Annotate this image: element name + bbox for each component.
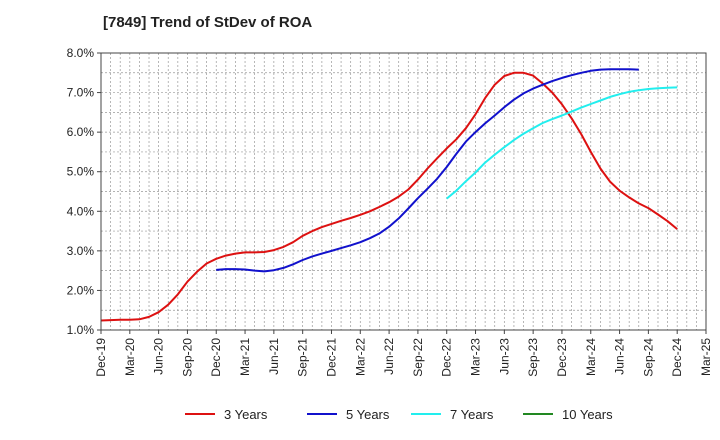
x-tick-label: Mar-24 (584, 338, 598, 376)
series-line-3-years (100, 71, 678, 322)
x-tick-label: Mar-22 (353, 338, 367, 376)
y-tick-label: 2.0% (67, 283, 95, 297)
x-tick-label: Sep-20 (180, 338, 194, 377)
legend-label-3-years: 3 Years (224, 407, 268, 422)
series-line-5-years (216, 68, 639, 273)
x-tick-label: Dec-20 (209, 338, 223, 377)
series-lines (100, 68, 678, 322)
x-tick-label: Dec-21 (324, 338, 338, 377)
x-tick-label: Sep-23 (526, 338, 540, 377)
x-axis-ticks: Dec-19 Mar-20 Jun-20 Sep-20 Dec-20 Mar-21 Jun-… (94, 330, 713, 377)
x-tick-label: Dec-19 (94, 338, 108, 377)
x-tick-label: Sep-24 (641, 338, 655, 377)
legend-label-10-years: 10 Years (562, 407, 613, 422)
x-tick-label: Dec-22 (440, 338, 454, 377)
y-tick-label: 6.0% (67, 125, 95, 139)
x-tick-label: Mar-25 (699, 338, 713, 376)
x-tick-label: Mar-21 (238, 338, 252, 376)
x-tick-label: Mar-20 (123, 338, 137, 376)
x-tick-label: Sep-21 (296, 338, 310, 377)
grid-lines (101, 53, 706, 330)
x-tick-label: Jun-21 (267, 338, 281, 375)
chart-title: [7849] Trend of StDev of ROA (103, 14, 313, 31)
plot-frame (100, 52, 707, 331)
y-tick-label: 4.0% (67, 204, 95, 218)
x-tick-label: Dec-23 (555, 338, 569, 377)
legend-label-7-years: 7 Years (450, 407, 494, 422)
x-tick-label: Mar-23 (469, 338, 483, 376)
x-tick-label: Jun-20 (152, 338, 166, 375)
y-tick-label: 7.0% (67, 86, 95, 100)
x-tick-label: Sep-22 (411, 338, 425, 377)
x-tick-label: Jun-24 (613, 338, 627, 375)
legend-label-5-years: 5 Years (346, 407, 390, 422)
legend: 3 Years 5 Years 7 Years 10 Years (185, 407, 613, 422)
y-tick-label: 3.0% (67, 244, 95, 258)
y-tick-label: 1.0% (67, 323, 95, 337)
y-tick-label: 8.0% (67, 46, 95, 60)
x-tick-label: Jun-23 (497, 338, 511, 375)
y-tick-label: 5.0% (67, 165, 95, 179)
x-tick-label: Dec-24 (670, 338, 684, 377)
x-tick-label: Jun-22 (382, 338, 396, 375)
series-line-7-years (446, 86, 678, 200)
y-axis-ticks: 1.0% 2.0% 3.0% 4.0% 5.0% 6.0% 7.0% 8.0% (67, 46, 101, 337)
